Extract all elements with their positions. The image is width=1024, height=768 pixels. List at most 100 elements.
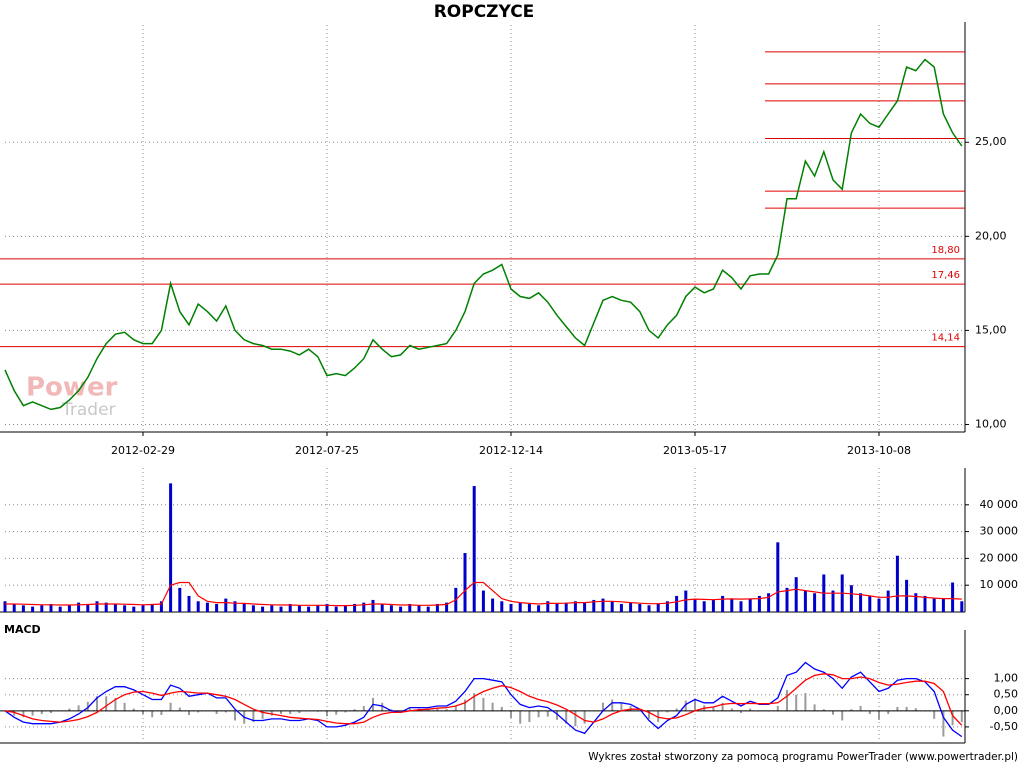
histogram-bar xyxy=(629,705,632,711)
volume-bar xyxy=(242,603,246,612)
volume-bar xyxy=(491,598,495,612)
histogram-bar xyxy=(648,710,650,719)
volume-bar xyxy=(371,599,375,612)
volume-bar xyxy=(224,598,228,612)
histogram-bar xyxy=(215,710,218,715)
volume-bar xyxy=(261,606,265,612)
histogram-bar xyxy=(960,710,963,723)
support-label: 18,80 xyxy=(931,245,960,256)
histogram-bar xyxy=(519,710,522,724)
volume-bar xyxy=(95,601,99,612)
volume-bar xyxy=(721,595,725,612)
volume-bar xyxy=(380,603,384,612)
volume-bar xyxy=(86,603,90,612)
volume-bar xyxy=(77,602,81,612)
histogram-bar xyxy=(675,708,678,711)
volume-bar xyxy=(159,601,163,612)
volume-bar xyxy=(362,602,366,612)
volume-bar xyxy=(629,602,633,612)
volume-bar xyxy=(279,606,283,612)
histogram-bar xyxy=(31,710,34,716)
histogram-bar xyxy=(362,705,365,711)
volume-bar xyxy=(141,605,145,612)
support-label: 17,46 xyxy=(931,270,960,281)
volume-bar xyxy=(399,606,403,612)
histogram-bar xyxy=(105,696,108,711)
histogram-bar xyxy=(565,710,568,724)
volume-bar xyxy=(757,595,761,612)
histogram-bar xyxy=(381,702,384,711)
volume-bar xyxy=(113,603,117,612)
histogram-bar xyxy=(50,710,52,714)
x-tick-label: 2013-05-17 xyxy=(663,444,727,457)
histogram-bar xyxy=(942,710,945,737)
volume-bar xyxy=(233,601,237,612)
volume-bar xyxy=(601,598,605,612)
volume-bar xyxy=(960,601,964,612)
histogram-bar xyxy=(914,708,917,711)
histogram-bar xyxy=(776,705,779,711)
histogram-bar xyxy=(335,710,338,715)
volume-bar xyxy=(849,585,853,612)
histogram-bar xyxy=(850,709,853,711)
volume-bar xyxy=(767,593,771,612)
y-tick-label: 10,00 xyxy=(975,417,1007,430)
volume-bar xyxy=(914,593,918,612)
histogram-bar xyxy=(510,710,512,718)
histogram-bar xyxy=(40,710,43,715)
volume-bar xyxy=(21,605,25,612)
histogram-bar xyxy=(114,697,117,711)
x-tick-label: 2012-07-25 xyxy=(295,444,359,457)
volume-bar xyxy=(748,598,752,612)
histogram-bar xyxy=(905,706,908,711)
volume-bar xyxy=(647,605,651,612)
volume-bar xyxy=(472,486,476,612)
histogram-bar xyxy=(169,702,172,711)
histogram-bar xyxy=(13,710,16,716)
histogram-bar xyxy=(197,710,200,713)
y-tick-label: 0,00 xyxy=(994,704,1019,717)
histogram-bar xyxy=(252,710,255,723)
average-line xyxy=(5,581,962,607)
histogram-bar xyxy=(160,710,163,715)
footer: Wykres został stworzony za pomocą progra… xyxy=(588,751,1018,763)
volume-bar xyxy=(104,602,108,612)
histogram-bar xyxy=(896,706,899,711)
histogram-bar xyxy=(583,710,586,724)
histogram-bar xyxy=(86,701,89,711)
volume-bar xyxy=(288,603,292,612)
volume-bar xyxy=(619,603,623,612)
x-tick-label: 2013-10-08 xyxy=(847,444,911,457)
histogram-bar xyxy=(537,710,540,718)
volume-bar xyxy=(334,606,338,612)
histogram-bar xyxy=(326,710,328,717)
histogram-bar xyxy=(178,707,181,711)
histogram-bar xyxy=(234,710,236,721)
histogram-bar xyxy=(684,700,687,711)
volume-bar xyxy=(711,599,715,612)
histogram-bar xyxy=(804,693,807,711)
histogram-bar xyxy=(694,699,696,711)
volume-bar xyxy=(150,603,154,612)
histogram-bar xyxy=(933,710,936,719)
volume-bar xyxy=(270,605,274,612)
volume-bar xyxy=(877,598,881,612)
histogram-bar xyxy=(822,709,825,711)
histogram-bar xyxy=(68,708,71,711)
volume-bar xyxy=(518,602,522,612)
volume-bar xyxy=(31,606,35,612)
volume-bar xyxy=(408,603,412,612)
volume-bar xyxy=(463,553,467,612)
volume-bar xyxy=(527,603,531,612)
volume-bar xyxy=(215,603,219,612)
y-tick-label: 30 000 xyxy=(980,525,1019,538)
histogram-bar xyxy=(786,689,788,711)
chart-title: ROPCZYCE xyxy=(434,2,535,22)
volume-bar xyxy=(49,603,53,612)
volume-bar xyxy=(564,602,568,612)
histogram-bar xyxy=(289,710,292,715)
volume-bar xyxy=(546,601,550,612)
watermark: Trader xyxy=(61,400,116,420)
volume-bar xyxy=(3,601,7,612)
x-tick-label: 2012-12-14 xyxy=(479,444,543,457)
